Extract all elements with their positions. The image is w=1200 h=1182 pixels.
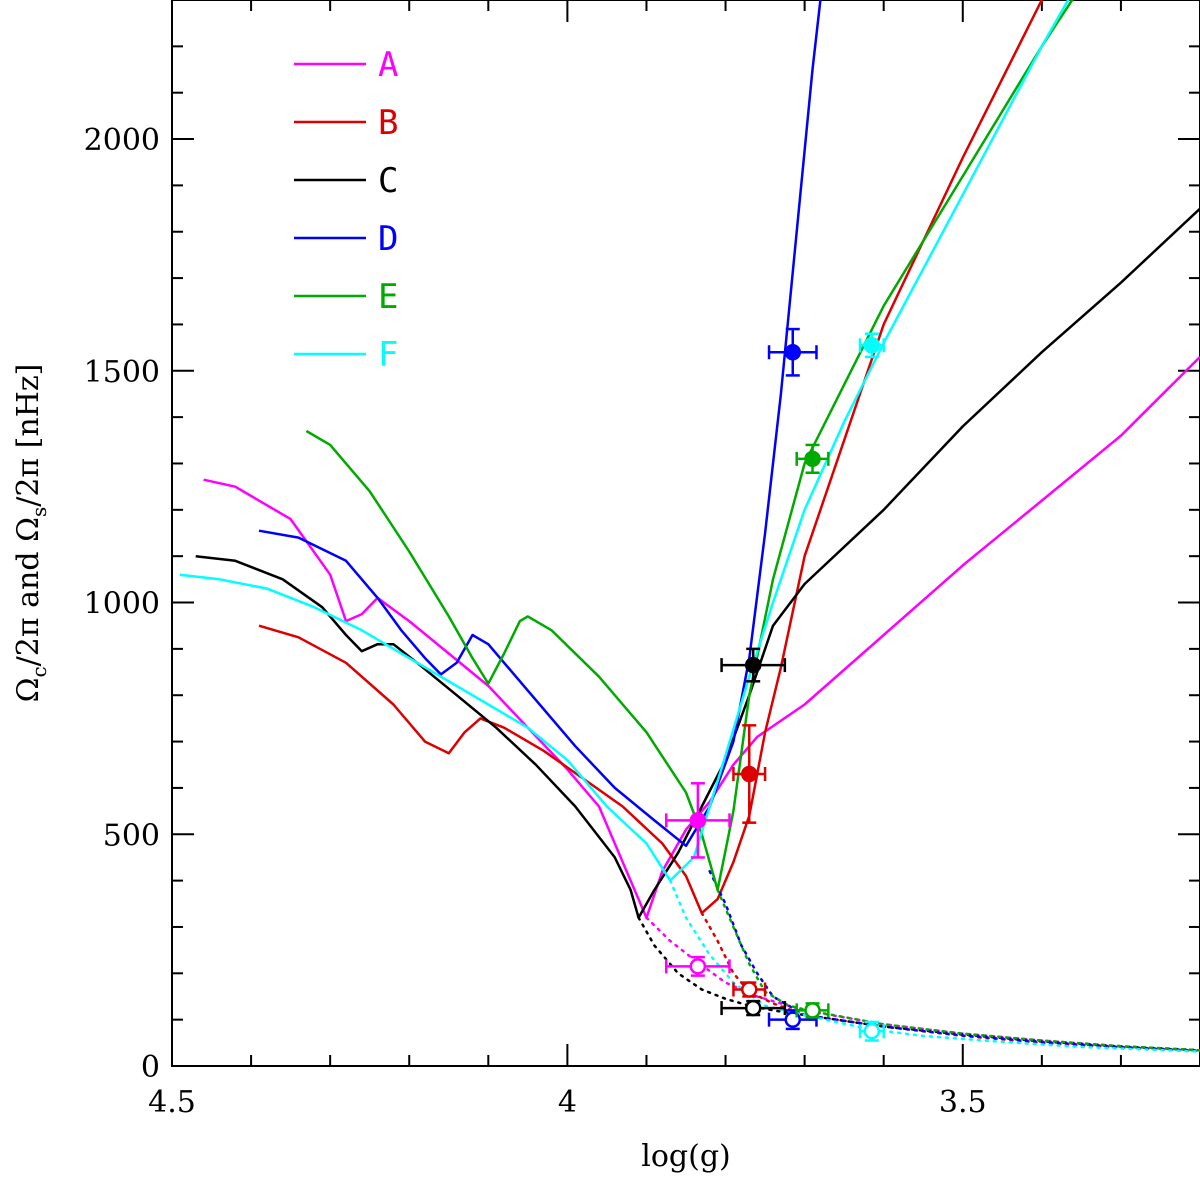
core-point-a-marker [689,812,707,829]
core-line-e [305,0,1074,892]
surface-line-e [716,888,1200,1052]
y-axis-title-omega-c: Ω [11,678,46,703]
legend-label-c: C [378,161,398,201]
legend-label-d: D [378,219,398,259]
plot-frame [171,0,1200,1067]
core-point-e [795,443,830,474]
core-point-c-marker [744,656,762,674]
x-tick-label: 4 [558,1085,577,1120]
axis-ticks: 4.5 4 3.5 0 500 1000 1500 2000 [84,0,1200,1120]
core-point-e-marker [804,450,821,468]
legend-label-a: A [378,45,398,85]
x-axis-title: log(g) [641,1139,730,1174]
surface-line-b [700,911,1200,1053]
y-axis-title-mid: /2π and Ω [11,517,46,666]
y-tick-label: 0 [141,1050,160,1085]
surface-point-e-marker [804,1002,821,1019]
y-tick-label: 500 [103,818,160,853]
y-tick-label: 1500 [84,355,160,390]
core-point-f [858,332,885,359]
surface-point-a-marker [689,958,707,975]
x-tick-label: 3.5 [939,1085,987,1120]
y-axis-title-unit: /2π [nHz] [11,364,46,507]
surface-point-e [795,1002,830,1019]
surface-point-b [732,981,767,998]
y-tick-label: 2000 [84,123,160,158]
core-line-d [258,0,822,848]
surface-point-c [720,999,787,1017]
core-point-c [720,647,787,683]
core-point-b [732,724,767,824]
y-axis-title-sub-s: s [27,507,51,517]
surface-line-f [668,879,1200,1053]
series-layer [179,0,1200,1053]
surface-point-c-marker [744,999,762,1017]
y-tick-label: 1000 [84,587,160,622]
legend-label-e: E [378,277,398,317]
core-line-a [203,356,1200,919]
core-line-f [179,0,1070,882]
core-point-a [664,782,731,859]
core-point-b-marker [741,765,758,783]
core-point-d [767,327,818,377]
surface-point-f [858,1020,885,1042]
surface-point-b-marker [741,981,758,998]
surface-point-a [664,955,731,977]
legend-label-f: F [378,335,398,375]
surface-line-d [708,870,1200,1052]
core-point-f-marker [863,337,881,354]
y-axis-title: Ωc/2π and Ωs/2π [nHz] [11,364,51,703]
surface-line-c [637,916,1200,1052]
core-point-d-marker [784,343,802,361]
x-tick-label: 4.5 [148,1085,196,1120]
surface-point-f-marker [863,1022,881,1040]
legend-label-b: B [378,103,398,143]
core-line-c [195,207,1200,919]
y-axis-title-sub-c: c [27,666,51,677]
